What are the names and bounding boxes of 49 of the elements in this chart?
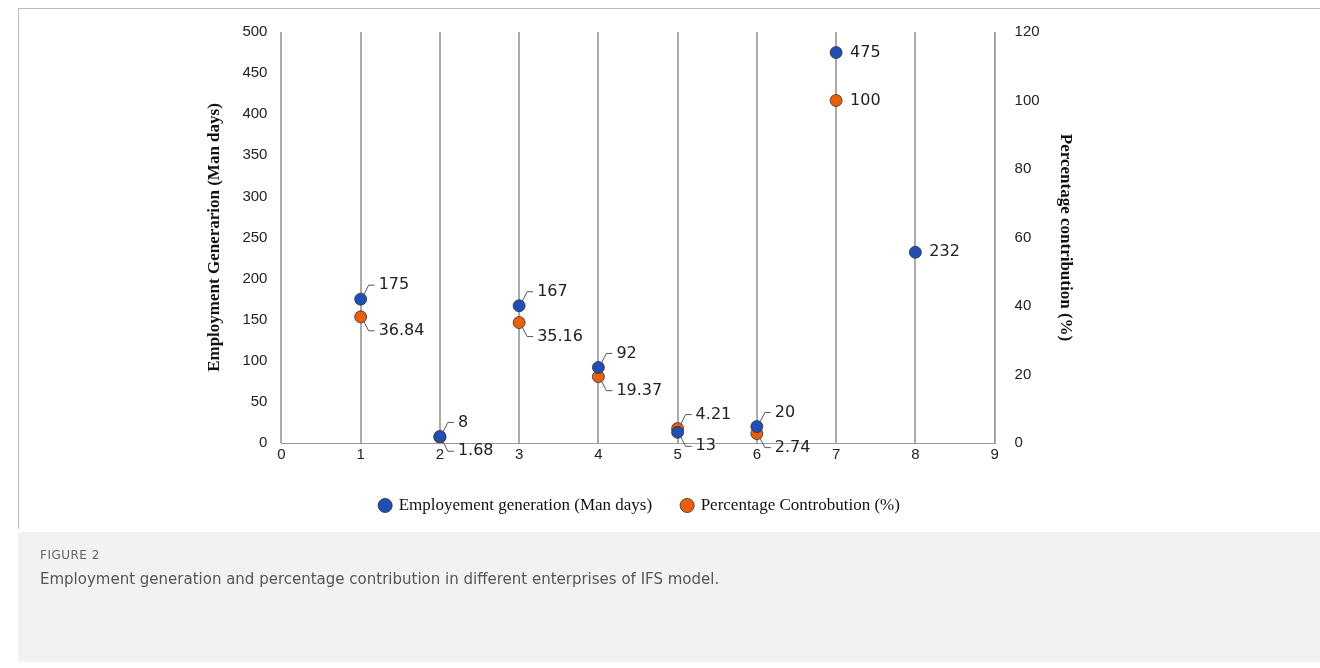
data-label: 19.37: [616, 379, 663, 399]
data-label: 167: [537, 280, 568, 300]
y-tick-label: 450: [242, 63, 268, 81]
y-tick-label: 200: [242, 268, 268, 286]
y2-tick-label: 80: [1014, 159, 1032, 177]
x-tick-label: 5: [673, 445, 682, 463]
data-label: 1.68: [457, 440, 494, 460]
y2-tick-label: 20: [1014, 364, 1032, 382]
y-tick-label: 0: [259, 433, 268, 451]
data-label: 8: [457, 411, 469, 431]
y2-tick-label: 60: [1014, 227, 1032, 245]
legend-label: Employement generation (Man days): [398, 494, 653, 514]
data-label: 36.84: [378, 319, 425, 339]
x-tick-label: 7: [831, 445, 841, 463]
x-tick-label: 9: [990, 445, 999, 463]
text: Employment generation and percentage contribution in different enterprises of IFS model.: [40, 570, 720, 588]
data-label: 475: [850, 41, 881, 61]
y-tick-label: 50: [250, 392, 268, 410]
y2-tick-label: 120: [1014, 22, 1040, 40]
y2-tick-label: 0: [1014, 433, 1023, 451]
y-tick-label: 400: [242, 104, 268, 122]
y-tick-label: 500: [242, 22, 268, 40]
x-tick-label: 0: [277, 445, 286, 463]
x-tick-label: 4: [594, 445, 603, 463]
y-tick-label: 300: [242, 186, 268, 204]
legend-label: Percentage Controbution (%): [700, 494, 900, 514]
data-label: 100: [850, 89, 881, 109]
y-tick-label: 150: [242, 309, 268, 327]
caption: FIGURE 2: [40, 548, 100, 562]
data-label: 232: [929, 241, 960, 261]
data-label: 13: [695, 435, 716, 455]
data-label: 2.74: [774, 436, 811, 456]
y-axis-title: Employment Generarion (Man days): [203, 103, 223, 372]
data-label: 175: [378, 274, 410, 294]
y-tick-label: 250: [242, 227, 268, 245]
x-tick-label: 6: [752, 445, 762, 463]
y-tick-label: 100: [242, 350, 268, 368]
x-tick-label: 3: [514, 445, 524, 463]
x-tick-label: 8: [911, 445, 920, 463]
y2-tick-label: 40: [1014, 296, 1032, 314]
y2-tick-label: 100: [1014, 90, 1040, 108]
x-tick-label: 1: [356, 445, 365, 463]
data-label: 4.21: [695, 403, 732, 423]
data-label: 20: [774, 401, 796, 421]
y2-axis-title: Percentage contribution (%): [1057, 133, 1077, 342]
data-label: 92: [616, 342, 637, 362]
y-tick-label: 350: [242, 145, 268, 163]
x-tick-label: 2: [435, 445, 445, 463]
data-label: 35.16: [537, 325, 583, 345]
